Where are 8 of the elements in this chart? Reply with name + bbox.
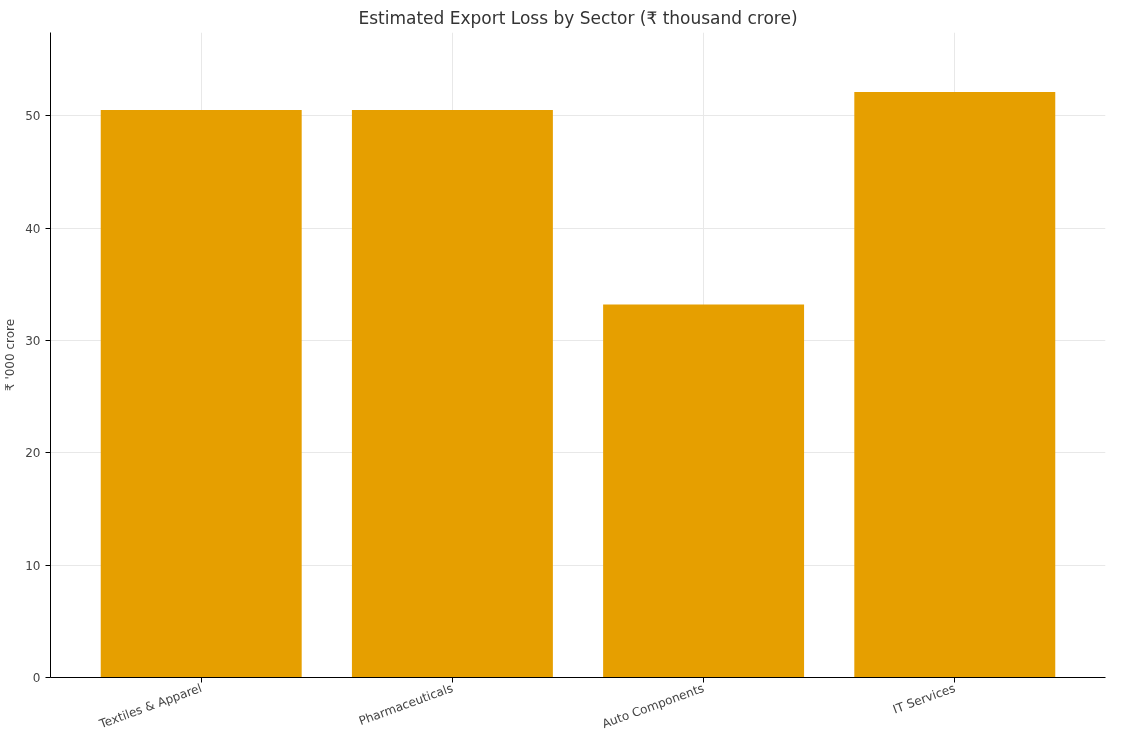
y-tick-label: 40 (25, 221, 41, 236)
y-axis-title: ₹ '000 crore (3, 318, 18, 392)
y-tick-label: 50 (25, 109, 41, 124)
y-tick-label: 10 (25, 558, 41, 573)
chart-title: Estimated Export Loss by Sector (₹ thousand crore) (358, 7, 798, 28)
y-tick-label: 30 (25, 333, 41, 348)
y-tick-label: 0 (32, 671, 41, 685)
y-tick-label: 20 (25, 446, 41, 461)
